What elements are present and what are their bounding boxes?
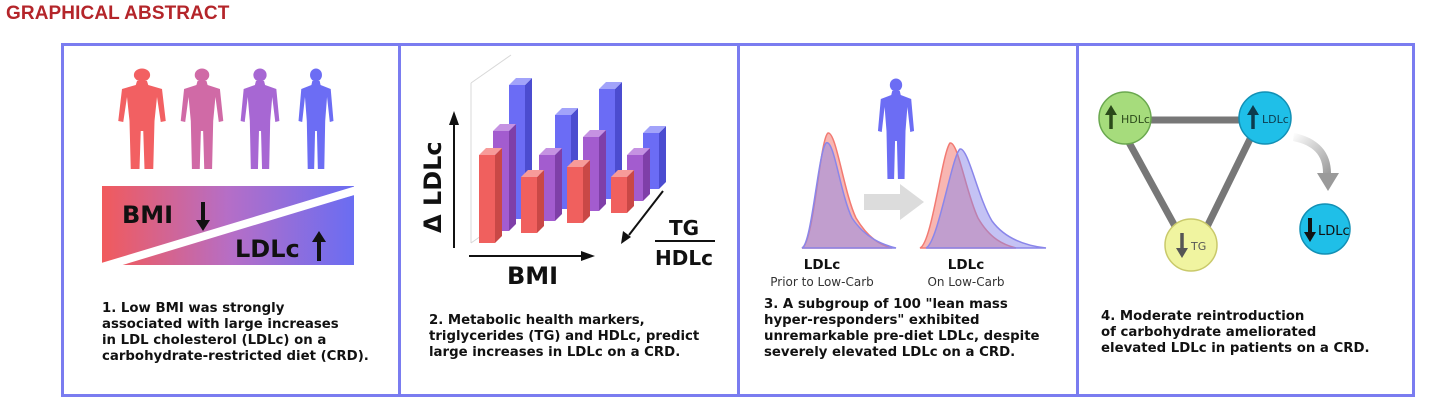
right-plot-title: LDLc <box>948 257 984 273</box>
y-axis-arrow-icon <box>449 111 459 248</box>
bar-face <box>615 82 622 199</box>
caption-line: elevated LDLc in patients on a CRD. <box>1101 341 1370 356</box>
caption-line: in LDL cholesterol (LDLc) on a <box>102 333 327 348</box>
ldlc-node-label: LDLc <box>1262 113 1289 126</box>
bar-face <box>539 148 562 155</box>
ldlc-node: LDLc <box>1238 91 1292 145</box>
bar-face <box>643 148 650 201</box>
bar-face <box>583 160 590 223</box>
hdlc-node-circle <box>1098 91 1152 145</box>
bar-face <box>659 126 666 189</box>
person-icon-red <box>118 68 166 169</box>
distribution-after <box>919 142 1047 249</box>
gradient-split-line <box>100 185 362 271</box>
bar-face <box>583 130 606 137</box>
ldlc-result-node-circle <box>1299 203 1351 255</box>
ldlc-node-circle <box>1238 91 1292 145</box>
bar-face <box>555 108 578 115</box>
left-plot-title: LDLc <box>804 257 840 273</box>
panel-divider-3 <box>1076 43 1079 397</box>
graphical-abstract-title: GRAPHICAL ABSTRACT <box>6 3 230 24</box>
panel-4-caption: 4. Moderate reintroduction of carbohydra… <box>1101 309 1370 357</box>
bar-face <box>521 170 544 177</box>
hdlc-node-label: HDLc <box>1121 113 1150 126</box>
panel-4: HDLc LDLc TG LDLc 4. Moderate reintroduc… <box>1079 43 1412 397</box>
bar-face <box>567 167 583 223</box>
curved-arrow-icon <box>1293 133 1339 191</box>
bar-face <box>555 148 562 221</box>
panel-4-illustration: HDLc LDLc TG LDLc <box>1098 91 1351 272</box>
panel-2-caption: 2. Metabolic health markers, triglycerid… <box>429 313 699 361</box>
up-arrow-icon <box>1247 105 1259 129</box>
panel-divider-1 <box>398 43 401 397</box>
caption-line: carbohydrate-restricted diet (CRD). <box>102 349 369 364</box>
distribution-before <box>801 132 897 249</box>
caption-line: unremarkable pre-diet LDLc, despite <box>764 329 1040 344</box>
caption-line: 1. Low BMI was strongly <box>102 301 285 316</box>
ldlc-result-node-label: LDLc <box>1318 224 1350 239</box>
bar-face <box>479 148 502 155</box>
person-icon-purple <box>240 68 280 169</box>
bar-face <box>509 124 516 231</box>
caption-line: hyper-responders" exhibited <box>764 313 980 328</box>
z-axis-denominator: HDLc <box>655 246 713 270</box>
x-axis-label: BMI <box>507 262 558 290</box>
left-plot-subtitle: Prior to Low-Carb <box>770 275 874 289</box>
caption-line: associated with large increases <box>102 317 339 332</box>
panel-3-caption: 3. A subgroup of 100 "lean mass hyper-re… <box>764 297 1040 361</box>
bar-face <box>479 155 495 243</box>
panel-2: Δ LDLc BMI TG HDLc 2. Metabolic health m… <box>401 43 737 397</box>
z-axis-numerator: TG <box>669 216 699 240</box>
right-plot-subtitle: On Low-Carb <box>927 275 1004 289</box>
bar-face <box>537 170 544 233</box>
bar-face <box>611 170 634 177</box>
bar-face <box>627 148 650 155</box>
caption-line: 2. Metabolic health markers, <box>429 313 645 328</box>
bar-face <box>495 148 502 243</box>
ldlc-result-node: LDLc <box>1299 203 1351 255</box>
bar-face <box>521 177 537 233</box>
down-arrow-icon <box>1176 233 1188 258</box>
bar-cluster <box>479 78 666 243</box>
down-arrow-icon <box>196 202 210 231</box>
tg-node-label: TG <box>1190 240 1206 253</box>
bar-face <box>493 124 516 131</box>
x-axis-arrow-icon <box>469 251 595 261</box>
caption-line: of carbohydrate ameliorated <box>1101 325 1317 340</box>
panel-divider-2 <box>737 43 740 397</box>
panel-1: BMI LDLc 1. Low BMI was strongly associa… <box>64 43 398 397</box>
down-arrow-icon <box>1304 218 1316 242</box>
bar-face <box>599 82 622 89</box>
up-arrow-icon <box>312 231 326 261</box>
bar-face <box>643 126 666 133</box>
arrow-right-icon <box>864 184 924 220</box>
person-icon-pink <box>180 68 224 169</box>
panel-1-caption: 1. Low BMI was strongly associated with … <box>102 301 369 365</box>
caption-line: 3. A subgroup of 100 "lean mass <box>764 297 1008 312</box>
bar-face <box>599 130 606 211</box>
bar-face <box>567 160 590 167</box>
caption-line: triglycerides (TG) and HDLc, predict <box>429 329 700 344</box>
tg-node-circle <box>1164 218 1218 272</box>
panel-1-illustration: BMI LDLc <box>100 68 362 271</box>
hdlc-node: HDLc <box>1098 91 1152 145</box>
caption-line: large increases in LDLc on a CRD. <box>429 345 681 360</box>
bar-face <box>611 177 627 213</box>
caption-line: severely elevated LDLc on a CRD. <box>764 345 1016 360</box>
ldlc-label: LDLc <box>235 235 300 263</box>
person-icon-lean <box>877 78 915 179</box>
caption-line: 4. Moderate reintroduction <box>1101 309 1305 324</box>
person-icon-blue <box>298 68 334 169</box>
bar-face <box>509 78 532 85</box>
panel-2-illustration: Δ LDLc BMI TG HDLc <box>419 54 715 290</box>
bar-face <box>627 170 634 213</box>
bmi-label: BMI <box>122 201 173 229</box>
panel-3-illustration: LDLc Prior to Low-Carb LDLc On Low-Carb <box>770 78 1047 289</box>
z-axis-arrow-icon <box>621 190 664 244</box>
tg-node: TG <box>1164 218 1218 272</box>
panel-3: LDLc Prior to Low-Carb LDLc On Low-Carb … <box>740 43 1076 397</box>
y-axis-label: Δ LDLc <box>419 141 447 233</box>
up-arrow-icon <box>1105 105 1117 129</box>
